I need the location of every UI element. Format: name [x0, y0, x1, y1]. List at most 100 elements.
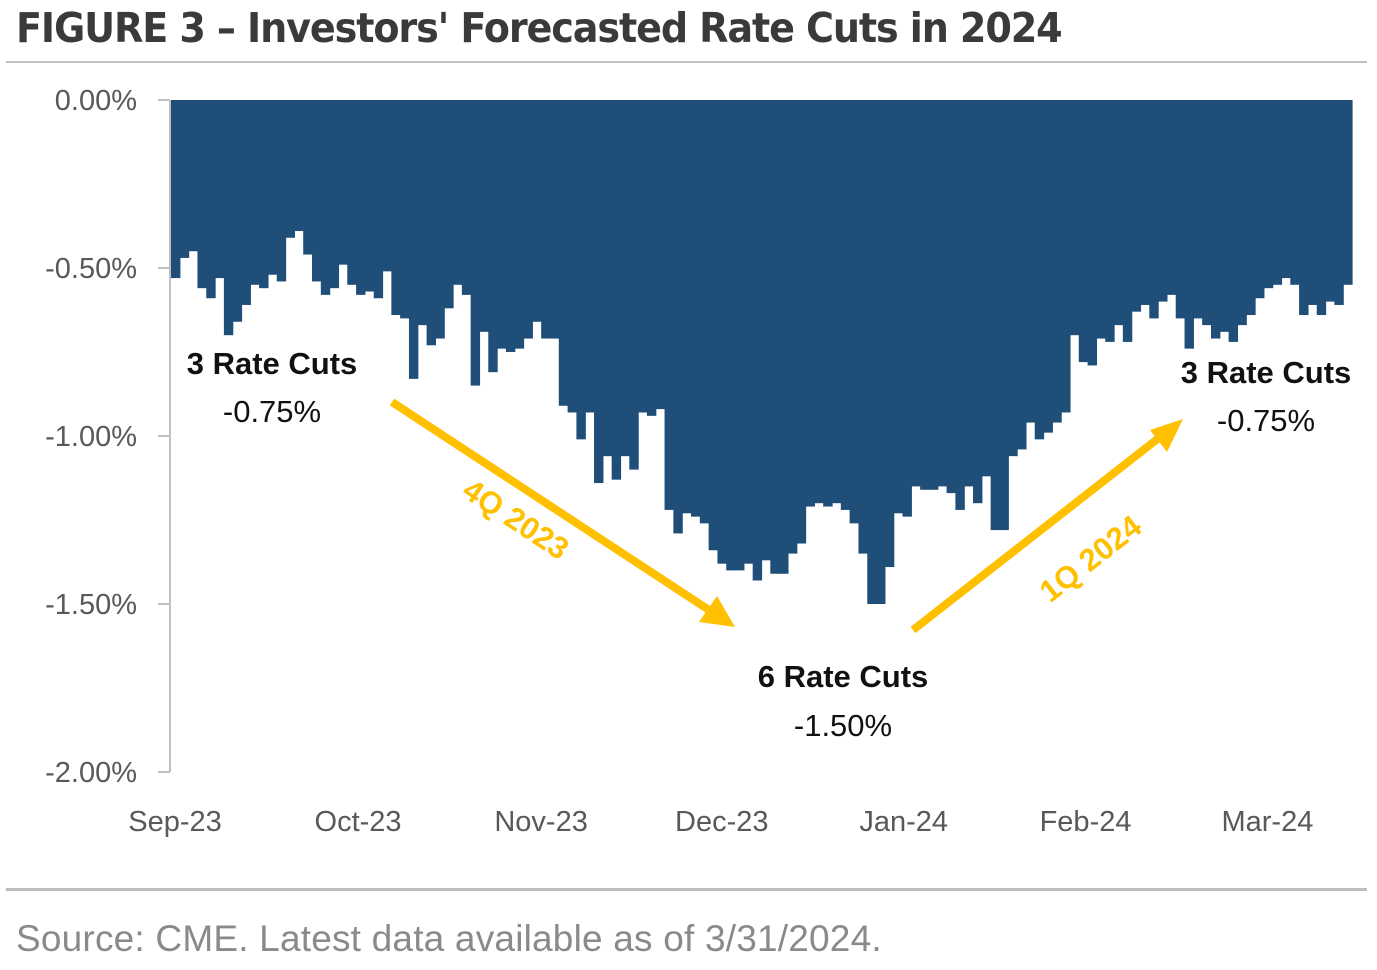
- bar: [1334, 100, 1344, 305]
- bar: [849, 100, 860, 524]
- rate-cuts-chart: 0.00% -0.50% -1.00% -1.50% -2.00% Sep-23 Oct-…: [45, 85, 1353, 838]
- bar: [576, 100, 586, 440]
- x-tick-label: Oct-23: [315, 806, 402, 838]
- bar: [726, 100, 736, 571]
- bar: [1069, 100, 1080, 336]
- arrow-4q2023-head: [699, 596, 735, 627]
- bar: [479, 100, 489, 332]
- bar: [1290, 100, 1300, 285]
- bar: [382, 100, 392, 272]
- bar: [1281, 100, 1291, 279]
- bar: [893, 100, 904, 514]
- bar: [920, 100, 930, 490]
- bar: [1166, 100, 1177, 295]
- bar: [1008, 100, 1018, 457]
- bar: [717, 100, 727, 564]
- annotation-left-value: -0.75%: [223, 394, 321, 429]
- bar: [876, 100, 886, 604]
- bar: [787, 100, 798, 554]
- arrow-4q2023-shaft: [389, 398, 715, 616]
- bar: [1246, 100, 1256, 316]
- bar: [1175, 100, 1186, 319]
- bar: [523, 100, 533, 339]
- bar: [391, 100, 401, 316]
- bar: [796, 100, 807, 544]
- bar: [814, 100, 824, 504]
- bar: [682, 100, 692, 514]
- bar: [699, 100, 710, 524]
- y-tick-label: -2.00%: [45, 757, 137, 789]
- bar: [558, 100, 569, 406]
- bar: [285, 100, 295, 238]
- bar: [1316, 100, 1327, 316]
- bar: [1025, 100, 1036, 423]
- bar: [1210, 100, 1221, 339]
- bar: [823, 100, 833, 507]
- bar: [1105, 100, 1115, 342]
- bar: [505, 100, 516, 352]
- bar: [858, 100, 868, 554]
- bar: [646, 100, 657, 416]
- bar: [250, 100, 260, 285]
- bar: [444, 100, 454, 309]
- y-ticks-group: 0.00% -0.50% -1.00% -1.50% -2.00%: [45, 85, 170, 789]
- bar: [276, 100, 287, 282]
- bar: [752, 100, 763, 581]
- bar: [761, 100, 771, 561]
- bar: [1228, 100, 1239, 342]
- bar: [990, 100, 1001, 531]
- chart-title: FIGURE 3 – Investors' Forecasted Rate Cu…: [16, 4, 1063, 52]
- bar: [620, 100, 630, 457]
- bar: [514, 100, 525, 349]
- bar: [1078, 100, 1089, 363]
- bar: [1149, 100, 1159, 319]
- x-tick-label: Jan-24: [859, 806, 948, 838]
- bar: [902, 100, 912, 517]
- bar: [223, 100, 234, 336]
- bar: [1263, 100, 1274, 289]
- bar: [964, 100, 974, 487]
- bar: [664, 100, 674, 510]
- x-ticks-group: Sep-23 Oct-23 Nov-23 Dec-23 Jan-24 Feb-24 Mar-…: [128, 806, 1313, 838]
- bar: [567, 100, 578, 413]
- bar: [1158, 100, 1168, 302]
- bar: [1052, 100, 1062, 423]
- bar: [241, 100, 251, 305]
- bar: [426, 100, 436, 346]
- bar: [946, 100, 956, 494]
- x-tick-label: Nov-23: [494, 806, 588, 838]
- bar: [541, 100, 551, 339]
- annotation-left-label: 3 Rate Cuts: [187, 346, 358, 381]
- bar: [303, 100, 313, 255]
- bar: [461, 100, 472, 295]
- bar: [928, 100, 939, 490]
- bar: [470, 100, 481, 386]
- bar: [347, 100, 357, 285]
- arrow-1q2024-head: [1150, 419, 1183, 452]
- bar: [1131, 100, 1142, 312]
- x-tick-label: Mar-24: [1221, 806, 1313, 838]
- bar: [417, 100, 428, 326]
- bar: [267, 100, 278, 275]
- bar: [884, 100, 895, 568]
- annotation-center-label: 6 Rate Cuts: [758, 659, 929, 694]
- bar: [171, 100, 181, 279]
- bar: [911, 100, 921, 487]
- bar: [197, 100, 207, 289]
- footer-divider: [6, 888, 1367, 891]
- bar: [673, 100, 683, 534]
- bar: [1255, 100, 1265, 299]
- bar: [1193, 100, 1203, 319]
- annotation-center-value: -1.50%: [794, 708, 892, 743]
- bar: [655, 100, 666, 410]
- bar: [779, 100, 789, 574]
- bar: [1122, 100, 1133, 342]
- bar: [215, 100, 225, 279]
- bar: [981, 100, 992, 477]
- bar: [735, 100, 745, 571]
- bar: [1034, 100, 1045, 440]
- x-tick-label: Dec-23: [675, 806, 769, 838]
- bar: [1219, 100, 1230, 332]
- bar: [373, 100, 384, 299]
- bar: [955, 100, 965, 510]
